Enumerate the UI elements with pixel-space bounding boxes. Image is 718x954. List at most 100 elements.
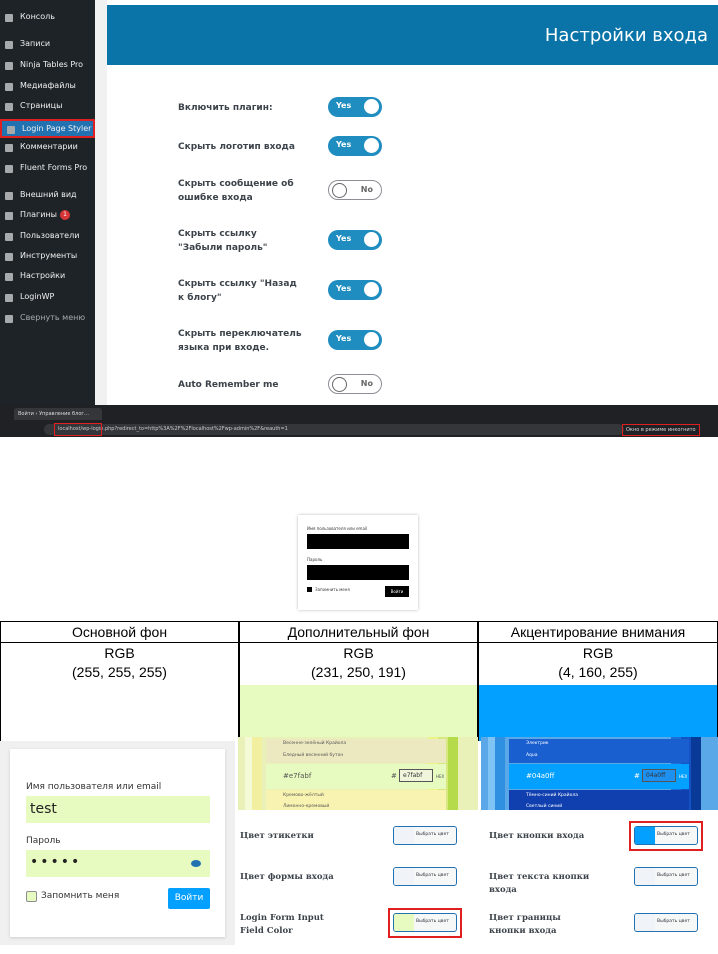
value-cell: RGB (4, 160, 255) xyxy=(478,642,718,686)
color-button[interactable]: Выбрать цвет xyxy=(393,913,457,932)
color-button[interactable]: Выбрать цвет xyxy=(634,826,698,845)
menu-item[interactable]: LoginWP xyxy=(0,289,95,308)
toggle-text: Yes xyxy=(336,101,352,110)
toggle-knob xyxy=(364,232,379,247)
palette-cell xyxy=(238,737,248,810)
pass-label: Пароль xyxy=(26,836,61,846)
header-cell: Основной фон xyxy=(0,621,239,643)
menu-item[interactable]: Записи xyxy=(0,36,95,55)
menu-label: Медиафайлы xyxy=(20,81,76,90)
menu-label: Страницы xyxy=(20,101,63,110)
remember-box[interactable] xyxy=(26,891,37,902)
menu-icon xyxy=(5,165,13,173)
browser-tab[interactable]: Войти ‹ Управление блог… xyxy=(14,408,102,420)
menu-label: Login Page Styler xyxy=(22,124,92,133)
color-table: Основной фон RGB (255, 255, 255) Дополнител… xyxy=(0,621,718,741)
toggle-text: Yes xyxy=(336,234,352,243)
setting-label: Включить плагин: xyxy=(178,103,273,113)
button-label: Выбрать цвет xyxy=(416,832,449,837)
button-label: Выбрать цвет xyxy=(416,873,449,878)
menu-item[interactable]: Fluent Forms Pro xyxy=(0,160,95,179)
menu-item[interactable]: Консоль xyxy=(0,9,95,28)
menu-item[interactable]: Плагины 1 xyxy=(0,207,95,226)
hex-mode: HEX xyxy=(436,774,445,779)
palette-cell xyxy=(691,737,701,810)
menu-label: Пользователи xyxy=(20,231,80,240)
rgb-value: (255, 255, 255) xyxy=(72,664,167,680)
menu-item[interactable]: Комментарии xyxy=(0,139,95,158)
settings-header: Настройки входа xyxy=(107,5,718,65)
menu-icon xyxy=(5,83,13,91)
menu-item[interactable]: Внешний вид xyxy=(0,187,95,206)
menu-icon xyxy=(5,144,13,152)
swatch xyxy=(394,827,414,844)
color-button[interactable]: Выбрать цвет xyxy=(634,913,698,932)
highlight xyxy=(388,908,462,938)
swatch xyxy=(635,914,655,931)
swatch-cell xyxy=(239,685,478,741)
swatch xyxy=(635,827,655,844)
menu-icon xyxy=(5,253,13,261)
toggle[interactable]: Yes xyxy=(328,97,382,117)
menu-item[interactable]: Пользователи xyxy=(0,228,95,247)
menu-label: Инструменты xyxy=(20,251,78,260)
toggle-text: Yes xyxy=(336,334,352,343)
menu-label: Консоль xyxy=(20,12,55,21)
menu-icon xyxy=(5,212,13,220)
hex-input[interactable]: 04a0ff xyxy=(642,769,676,782)
menu-item[interactable]: Страницы xyxy=(0,98,95,117)
address-bar[interactable] xyxy=(44,424,624,435)
toggle-knob xyxy=(332,377,347,392)
color-button[interactable]: Выбрать цвет xyxy=(393,867,457,886)
option-label: Цвет текста кнопки входа xyxy=(489,872,590,895)
login-button[interactable]: Войти xyxy=(385,586,409,597)
color-button[interactable]: Выбрать цвет xyxy=(634,867,698,886)
url-text: localhost/wp-login.php?redirect_to=http%… xyxy=(58,426,288,432)
color-name: Электрик xyxy=(526,741,549,746)
login-preview: Имя пользователя или email Пароль Запомн… xyxy=(298,515,418,610)
user-input[interactable] xyxy=(307,534,409,549)
toggle[interactable]: No xyxy=(328,180,382,200)
admin-screenshot: Консоль Записи Ninja Tables Pro Медиафайлы С… xyxy=(0,0,718,405)
setting-label: Скрыть логотип входа xyxy=(178,142,295,152)
menu-icon xyxy=(5,103,13,111)
hex-input[interactable]: e7fabf xyxy=(399,769,433,782)
pass-input[interactable] xyxy=(307,565,409,580)
color-picker: Электрик Aqua #04a0ff #04a0ff HEX Тёмно-синий… xyxy=(481,737,718,810)
login-button[interactable]: Войти xyxy=(168,888,210,909)
toggle[interactable]: Yes xyxy=(328,136,382,156)
value-cell: RGB (255, 255, 255) xyxy=(0,642,239,686)
palette-cell xyxy=(245,737,255,810)
color-name: Лимонно-кремовый xyxy=(283,804,330,809)
eye-icon[interactable] xyxy=(191,860,201,867)
pass-input[interactable]: ••••• xyxy=(26,850,210,877)
palette-cell xyxy=(495,737,505,810)
menu-item[interactable]: Настройки xyxy=(0,268,95,287)
remember-box[interactable] xyxy=(307,587,312,592)
menu-item[interactable]: Login Page Styler xyxy=(0,119,95,138)
toggle[interactable]: Yes xyxy=(328,230,382,250)
setting-label: Auto Remember me xyxy=(178,380,279,390)
menu-item[interactable]: Свернуть меню xyxy=(0,310,95,329)
toggle[interactable]: No xyxy=(328,374,382,394)
menu-item[interactable]: Ninja Tables Pro xyxy=(0,57,95,76)
menu-label: Настройки xyxy=(20,271,66,280)
menu-label: Записи xyxy=(20,39,51,48)
current-row: #04a0ff #04a0ff HEX xyxy=(509,764,689,789)
menu-item[interactable]: Медиафайлы xyxy=(0,78,95,97)
admin-sidebar: Консоль Записи Ninja Tables Pro Медиафайлы С… xyxy=(0,0,95,405)
toggle[interactable]: Yes xyxy=(328,280,382,300)
remember-label: Запомнить меня xyxy=(41,891,120,901)
toggle-knob xyxy=(364,138,379,153)
swatch-cell xyxy=(478,685,718,741)
menu-item[interactable]: Инструменты xyxy=(0,248,95,267)
color-options: Цвет этикетки Выбрать цвет Цвет формы вход… xyxy=(238,812,718,952)
toggle[interactable]: Yes xyxy=(328,330,382,350)
remember-label: Запомнить меня xyxy=(315,587,350,592)
hash: # xyxy=(634,772,640,780)
user-input[interactable]: test xyxy=(26,796,210,823)
palette-cell xyxy=(488,737,498,810)
color-button[interactable]: Выбрать цвет xyxy=(393,826,457,845)
setting-label: Скрыть сообщение об ошибке входа xyxy=(178,179,294,203)
